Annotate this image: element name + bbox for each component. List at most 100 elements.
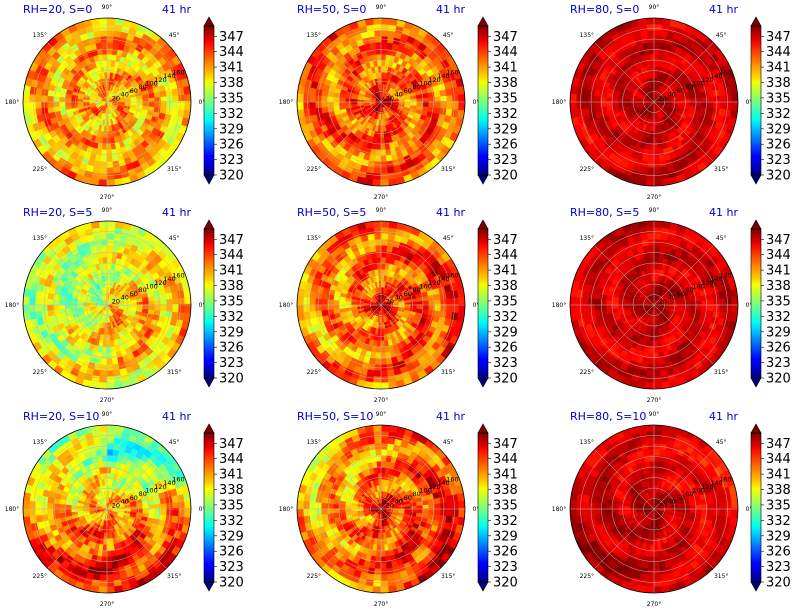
colorbar-tick-label: 347 (219, 30, 244, 45)
field-cell (105, 23, 115, 31)
colorbar-tick-label: 335 (219, 294, 244, 309)
radial-tick-label: 20 (386, 297, 394, 305)
angle-tick-label: 0° (199, 302, 206, 309)
field-cell (379, 226, 389, 234)
field-cell (373, 370, 383, 378)
angular-gridline (47, 304, 108, 365)
radial-tick-label: 60 (677, 87, 685, 95)
temperature-field (297, 18, 465, 186)
angle-tick-label: 315° (167, 166, 181, 173)
angle-tick-label: 180° (552, 99, 566, 106)
angle-tick-label: 225° (307, 369, 321, 376)
angle-tick-label: 315° (441, 166, 455, 173)
field-cell (154, 101, 162, 108)
colorbar-extend-min (477, 377, 489, 388)
field-cell (34, 297, 42, 307)
colorbar-tick-label: 320 (766, 169, 791, 184)
colorbar-tick-label: 344 (219, 248, 244, 263)
field-cell (178, 303, 186, 313)
radial-tick-label: 160 (172, 68, 184, 76)
angle-tick-label: 45° (169, 32, 180, 39)
field-cell (23, 93, 30, 104)
colorbar-frame (750, 25, 762, 176)
radial-tick-label: 40 (395, 91, 403, 99)
field-cell (646, 173, 656, 181)
field-cell (653, 47, 660, 55)
colorbar-tick-label: 320 (493, 372, 518, 387)
field-cell (593, 95, 601, 103)
field-cell (645, 179, 656, 186)
angle-tick-label: 270° (647, 194, 661, 201)
colorbar-extend-min (477, 174, 489, 185)
radial-tick-label: 120 (154, 279, 166, 287)
field-cell (428, 304, 436, 311)
field-cell (416, 101, 424, 107)
field-cell (326, 299, 334, 306)
radial-tick-label: 20 (112, 297, 120, 305)
colorbar-tick-label: 332 (766, 107, 791, 122)
colorbar-tick-label: 332 (493, 310, 518, 325)
colorbar-tick-label: 323 (219, 153, 244, 168)
colorbar-extend-max (203, 16, 215, 27)
colorbar-tick-label: 335 (766, 91, 791, 106)
field-cell (719, 100, 727, 110)
colorbar-extend-min (750, 174, 762, 185)
field-cell (308, 297, 316, 307)
radial-tick-label: 100 (692, 80, 704, 88)
field-cell (98, 179, 109, 186)
colorbar-tick-label: 341 (219, 61, 244, 76)
radial-tick-label: 40 (668, 91, 676, 99)
field-cell (689, 101, 697, 107)
field-cell (105, 29, 115, 37)
radial-tick-label: 100 (419, 80, 431, 88)
field-cell (379, 221, 390, 228)
field-cell (652, 18, 663, 25)
panel-title: RH=20, S=5 (23, 206, 92, 219)
angle-tick-label: 90° (649, 4, 660, 11)
colorbar-fill (478, 26, 488, 175)
field-cell (100, 358, 108, 366)
angular-gridline (321, 42, 382, 103)
angle-tick-label: 270° (374, 194, 388, 201)
field-cell (184, 303, 191, 314)
colorbar-tick-label: 320 (219, 169, 244, 184)
angle-tick-label: 90° (376, 4, 387, 11)
field-cell (28, 297, 36, 307)
angle-tick-label: 270° (374, 397, 388, 404)
angle-tick-label: 225° (33, 166, 47, 173)
field-cell (374, 358, 382, 366)
field-cell (379, 29, 389, 37)
angle-tick-label: 135° (33, 235, 47, 242)
field-cell (99, 173, 109, 181)
field-cell (599, 96, 607, 103)
colorbar-tick-label: 326 (219, 341, 244, 356)
colorbar-tick-label: 329 (493, 325, 518, 340)
colorbar-tick-label: 320 (219, 372, 244, 387)
field-cell (100, 155, 108, 163)
angular-gridline (106, 304, 167, 365)
colorbar-fill (751, 26, 761, 175)
field-cell (570, 93, 577, 104)
radial-tick-label: 20 (386, 94, 394, 102)
panel-time: 41 hr (436, 3, 465, 16)
field-cell (581, 94, 589, 104)
angular-gridline (106, 245, 167, 306)
angle-tick-label: 90° (102, 4, 113, 11)
colorbar-tick-label: 332 (219, 310, 244, 325)
polar-panel: 0°45°90°135°180°225°270°315°20 40 60 801001… (279, 3, 480, 201)
radial-tick-label: 160 (446, 271, 458, 279)
angular-gridline (106, 42, 167, 103)
colorbar-tick-label: 326 (493, 341, 518, 356)
radial-tick-label: 140 (163, 275, 175, 283)
field-cell (178, 100, 186, 110)
panel-title: RH=50, S=5 (297, 206, 366, 219)
panel-title: RH=20, S=0 (23, 3, 92, 16)
radial-tick-label: 140 (710, 72, 722, 80)
angle-tick-label: 0° (746, 99, 753, 106)
field-cell (105, 221, 116, 228)
field-cell (379, 232, 389, 240)
colorbar-fill (204, 229, 214, 378)
radial-tick-label: 40 (121, 294, 129, 302)
angular-gridline (653, 101, 714, 162)
